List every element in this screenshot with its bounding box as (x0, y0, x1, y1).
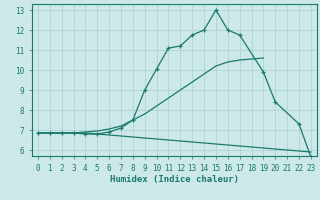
X-axis label: Humidex (Indice chaleur): Humidex (Indice chaleur) (110, 175, 239, 184)
